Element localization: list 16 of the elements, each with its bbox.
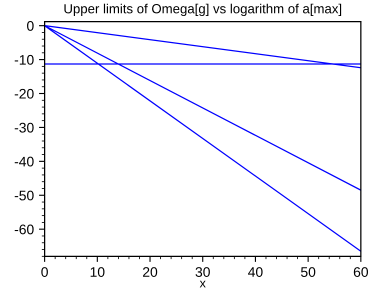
x-tick-label: 20: [143, 267, 158, 277]
x-tick-label: 40: [248, 267, 263, 277]
x-tick-label: 50: [300, 267, 316, 277]
y-tick-label: -50: [14, 190, 34, 200]
chart-title: Upper limits of Omega[g] vs logarithm of a[max]: [64, 4, 342, 16]
y-tick-label: -10: [14, 54, 34, 65]
x-tick-label: 0: [41, 267, 48, 277]
x-tick-label: 30: [196, 267, 210, 277]
y-tick-label: -20: [14, 88, 34, 99]
y-tick-label: -40: [14, 156, 34, 167]
y-tick-label: -60: [14, 224, 34, 234]
y-tick-label: -30: [14, 122, 34, 133]
y-tick-label: 0: [27, 21, 34, 31]
x-tick-label: 60: [354, 267, 368, 277]
x-tick-label: 10: [90, 267, 105, 277]
x-axis-title: x: [200, 280, 206, 288]
